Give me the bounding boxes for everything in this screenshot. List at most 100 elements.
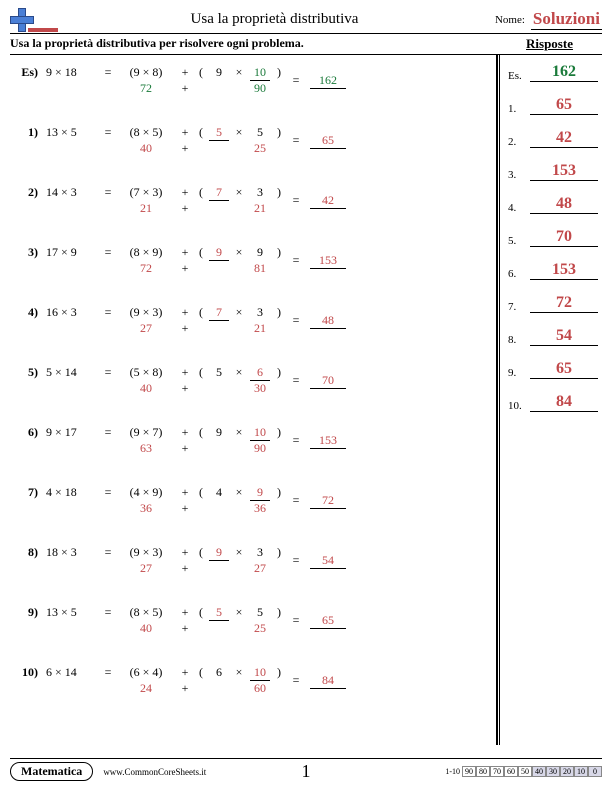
problem-number: 5) (12, 365, 38, 380)
problem-line1: 18 × 3 = (9 × 3) + ( 9 × 3 ) = 54 (46, 545, 348, 561)
problem-row: 9) 13 × 5 = (8 × 5) + ( 5 × 5 ) = 65 40 … (10, 601, 492, 661)
problem-row: 10) 6 × 14 = (6 × 4) + ( 6 × 10 ) = 84 2… (10, 661, 492, 721)
problem-row: Es) 9 × 18 = (9 × 8) + ( 9 × 10 ) = 162 … (10, 61, 492, 121)
answer-row: 7. 72 (508, 294, 598, 313)
problem-line2: 24 + 60 (46, 681, 301, 696)
score-cell: 0 (588, 766, 602, 777)
score-cell: 40 (532, 766, 546, 777)
answer-row: 8. 54 (508, 327, 598, 346)
answer-value: 65 (530, 96, 598, 115)
subject-badge: Matematica (10, 762, 93, 781)
problem-line2: 36 + 36 (46, 501, 301, 516)
answer-value: 84 (530, 393, 598, 412)
answer-value: 153 (530, 162, 598, 181)
problem-line2: 63 + 90 (46, 441, 301, 456)
problem-number: 3) (12, 245, 38, 260)
answer-row: Es. 162 (508, 63, 598, 82)
answer-row: 9. 65 (508, 360, 598, 379)
score-cell: 80 (476, 766, 490, 777)
problem-line1: 17 × 9 = (8 × 9) + ( 9 × 9 ) = 153 (46, 245, 348, 261)
problem-line2: 40 + 25 (46, 141, 301, 156)
score-cell: 70 (490, 766, 504, 777)
answer-label: 9. (508, 367, 530, 379)
answer-label: 2. (508, 136, 530, 148)
score-cell: 30 (546, 766, 560, 777)
content-area: Es) 9 × 18 = (9 × 8) + ( 9 × 10 ) = 162 … (10, 55, 602, 745)
worksheet-page: Usa la proprietà distributiva Nome: Solu… (0, 0, 612, 792)
problem-row: 3) 17 × 9 = (8 × 9) + ( 9 × 9 ) = 153 72… (10, 241, 492, 301)
answer-label: 1. (508, 103, 530, 115)
problems-column: Es) 9 × 18 = (9 × 8) + ( 9 × 10 ) = 162 … (10, 55, 497, 745)
answer-label: 6. (508, 268, 530, 280)
problem-line2: 72 + 90 (46, 81, 301, 96)
answer-row: 5. 70 (508, 228, 598, 247)
answer-value: 54 (530, 327, 598, 346)
problem-number: 2) (12, 185, 38, 200)
answer-row: 2. 42 (508, 129, 598, 148)
problem-number: 7) (12, 485, 38, 500)
answer-label: 8. (508, 334, 530, 346)
answer-row: 6. 153 (508, 261, 598, 280)
answers-column: Es. 162 1. 65 2. 42 3. 153 4. 48 5. 70 6. 153 7… (497, 55, 602, 745)
problem-row: 2) 14 × 3 = (7 × 3) + ( 7 × 3 ) = 42 21 … (10, 181, 492, 241)
problem-line2: 40 + 25 (46, 621, 301, 636)
answer-value: 153 (530, 261, 598, 280)
problem-line1: 6 × 14 = (6 × 4) + ( 6 × 10 ) = 84 (46, 665, 348, 681)
problem-line1: 9 × 18 = (9 × 8) + ( 9 × 10 ) = 162 (46, 65, 348, 81)
answer-label: 3. (508, 169, 530, 181)
answer-value: 72 (530, 294, 598, 313)
problem-number: 8) (12, 545, 38, 560)
problem-row: 5) 5 × 14 = (5 × 8) + ( 5 × 6 ) = 70 40 … (10, 361, 492, 421)
subheader: Usa la proprietà distributiva per risolv… (10, 34, 602, 55)
problem-line1: 13 × 5 = (8 × 5) + ( 5 × 5 ) = 65 (46, 605, 348, 621)
answer-value: 48 (530, 195, 598, 214)
problem-number: 4) (12, 305, 38, 320)
header: Usa la proprietà distributiva Nome: Solu… (10, 8, 602, 34)
score-range-label: 1-10 (445, 767, 460, 776)
score-strip: 1-109080706050403020100 (445, 766, 602, 777)
name-label: Nome: (495, 14, 525, 26)
instruction-text: Usa la proprietà distributiva per risolv… (10, 36, 497, 52)
problem-row: 8) 18 × 3 = (9 × 3) + ( 9 × 3 ) = 54 27 … (10, 541, 492, 601)
problem-line1: 14 × 3 = (7 × 3) + ( 7 × 3 ) = 42 (46, 185, 348, 201)
problem-row: 7) 4 × 18 = (4 × 9) + ( 4 × 9 ) = 72 36 … (10, 481, 492, 541)
problem-line1: 5 × 14 = (5 × 8) + ( 5 × 6 ) = 70 (46, 365, 348, 381)
page-title: Usa la proprietà distributiva (54, 11, 495, 28)
page-number: 1 (302, 761, 311, 782)
site-url: www.CommonCoreSheets.it (103, 767, 206, 777)
problem-line1: 16 × 3 = (9 × 3) + ( 7 × 3 ) = 48 (46, 305, 348, 321)
answers-title: Risposte (497, 36, 602, 52)
problem-row: 4) 16 × 3 = (9 × 3) + ( 7 × 3 ) = 48 27 … (10, 301, 492, 361)
score-cell: 90 (462, 766, 476, 777)
problem-number: 6) (12, 425, 38, 440)
answer-label: 5. (508, 235, 530, 247)
answer-label: Es. (508, 70, 530, 82)
answer-label: 7. (508, 301, 530, 313)
problem-line2: 72 + 81 (46, 261, 301, 276)
answer-row: 10. 84 (508, 393, 598, 412)
answer-row: 3. 153 (508, 162, 598, 181)
solutions-label: Soluzioni (531, 9, 602, 30)
problem-row: 6) 9 × 17 = (9 × 7) + ( 9 × 10 ) = 153 6… (10, 421, 492, 481)
problem-line2: 27 + 27 (46, 561, 301, 576)
problem-row: 1) 13 × 5 = (8 × 5) + ( 5 × 5 ) = 65 40 … (10, 121, 492, 181)
score-cell: 50 (518, 766, 532, 777)
problem-line2: 40 + 30 (46, 381, 301, 396)
problem-line1: 4 × 18 = (4 × 9) + ( 4 × 9 ) = 72 (46, 485, 348, 501)
score-cell: 20 (560, 766, 574, 777)
problem-number: 10) (12, 665, 38, 680)
problem-number: Es) (12, 65, 38, 80)
answer-value: 42 (530, 129, 598, 148)
answer-value: 162 (530, 63, 598, 82)
answer-value: 70 (530, 228, 598, 247)
score-cell: 60 (504, 766, 518, 777)
answer-label: 10. (508, 400, 530, 412)
answer-row: 1. 65 (508, 96, 598, 115)
score-cell: 10 (574, 766, 588, 777)
problem-line2: 27 + 21 (46, 321, 301, 336)
answer-row: 4. 48 (508, 195, 598, 214)
answer-value: 65 (530, 360, 598, 379)
problem-line1: 9 × 17 = (9 × 7) + ( 9 × 10 ) = 153 (46, 425, 348, 441)
footer: Matematica www.CommonCoreSheets.it 1 1-1… (10, 758, 602, 784)
plus-icon (10, 8, 46, 32)
